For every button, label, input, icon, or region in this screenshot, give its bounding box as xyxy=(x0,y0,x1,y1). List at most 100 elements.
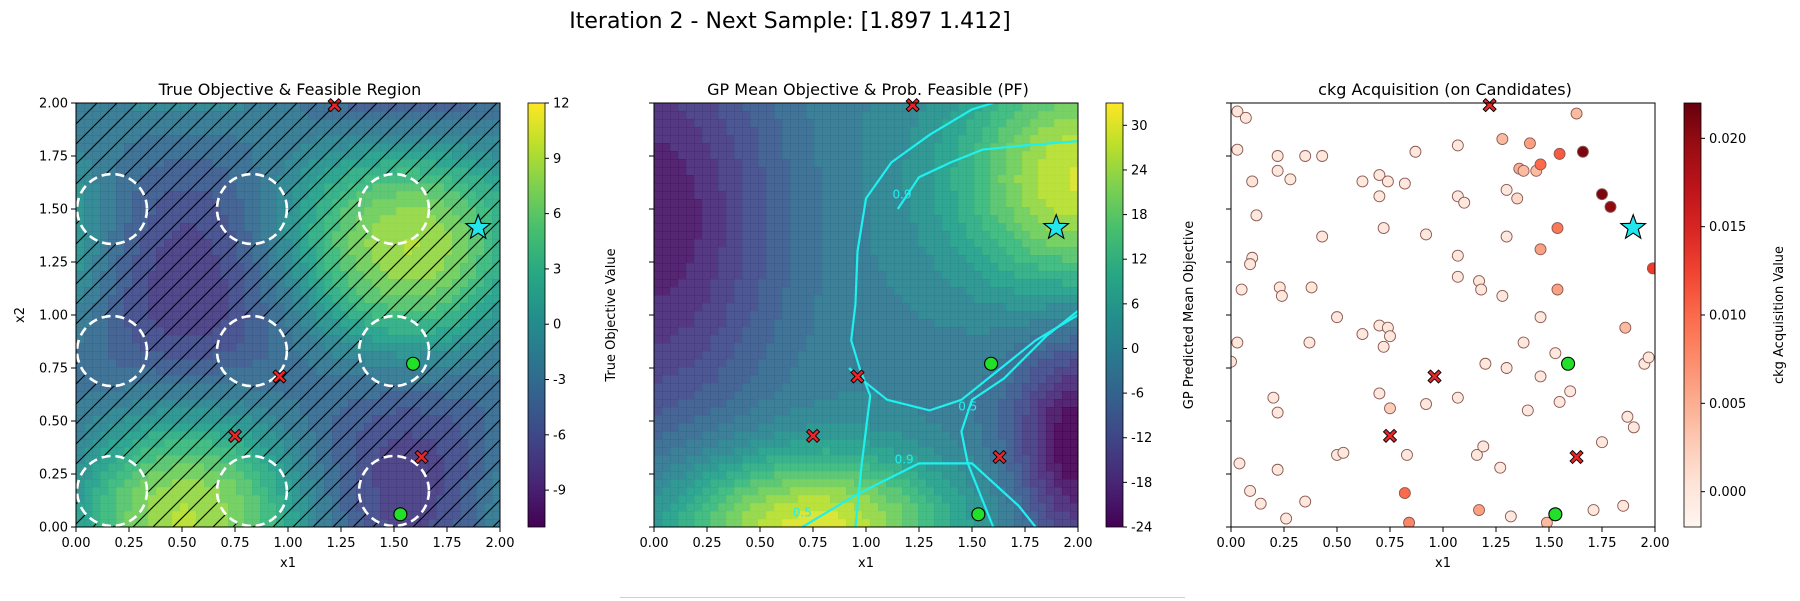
candidate-point xyxy=(1620,322,1631,333)
feasible-sample-marker xyxy=(394,508,407,521)
x-tick-label: 0.75 xyxy=(799,536,828,551)
candidate-point xyxy=(1317,231,1328,242)
colorbar-tick-label: 9 xyxy=(553,152,561,167)
candidate-point xyxy=(1452,271,1463,282)
x-tick-label: 1.50 xyxy=(380,536,409,551)
candidate-point xyxy=(1552,223,1563,234)
candidate-point xyxy=(1304,337,1315,348)
colorbar-tick-label: -6 xyxy=(1131,387,1144,402)
x-axis-label: x1 xyxy=(280,556,296,571)
candidate-point xyxy=(1272,151,1283,162)
candidate-point xyxy=(1518,337,1529,348)
x-tick-label: 0.00 xyxy=(640,536,669,551)
colorbar-tick-label: 0.005 xyxy=(1709,397,1746,412)
candidate-point xyxy=(1378,341,1389,352)
colorbar-tick-label: 0.010 xyxy=(1709,309,1746,324)
candidate-point xyxy=(1452,140,1463,151)
candidate-point xyxy=(1236,284,1247,295)
infeasible-sample-marker xyxy=(1384,429,1397,442)
infeasible-sample-marker xyxy=(1483,99,1496,112)
colorbar-tick-label: 0.000 xyxy=(1709,485,1746,500)
candidate-point xyxy=(1554,148,1565,159)
plot-area xyxy=(76,103,501,528)
x-tick-label: 0.50 xyxy=(168,536,197,551)
candidate-point xyxy=(1501,363,1512,374)
candidate-point xyxy=(1597,437,1608,448)
x-tick-label: 1.00 xyxy=(274,536,303,551)
x-tick-label: 0.25 xyxy=(115,536,144,551)
colorbar-gradient xyxy=(528,103,545,527)
colorbar-tick-label: -12 xyxy=(1131,431,1152,446)
candidate-point xyxy=(1399,178,1410,189)
candidate-point xyxy=(1554,396,1565,407)
candidate-point xyxy=(1306,282,1317,293)
candidate-point xyxy=(1385,331,1396,342)
candidate-point xyxy=(1399,488,1410,499)
feasible-sample-marker xyxy=(1562,357,1575,370)
x-tick-label: 1.25 xyxy=(905,536,934,551)
x-tick-label: 0.25 xyxy=(1270,536,1299,551)
x-tick-label: 1.75 xyxy=(1011,536,1040,551)
x-tick-label: 0.00 xyxy=(1217,536,1246,551)
candidate-point xyxy=(1272,165,1283,176)
horizontal-scrollbar[interactable] xyxy=(620,597,1185,601)
candidate-point xyxy=(1505,511,1516,522)
candidate-point xyxy=(1255,498,1266,509)
x-tick-label: 2.00 xyxy=(486,536,515,551)
colorbar-tick-label: 0 xyxy=(553,318,561,333)
candidate-point xyxy=(1401,449,1412,460)
candidate-point xyxy=(1535,312,1546,323)
candidate-point xyxy=(1232,337,1243,348)
y-tick-label: 1.50 xyxy=(39,203,68,218)
subplot-title: True Objective & Feasible Region xyxy=(158,80,422,99)
candidate-point xyxy=(1374,388,1385,399)
x-tick-label: 1.00 xyxy=(1429,536,1458,551)
x-tick-label: 0.50 xyxy=(1323,536,1352,551)
candidate-point xyxy=(1268,392,1279,403)
candidate-point xyxy=(1317,151,1328,162)
candidate-point xyxy=(1232,144,1243,155)
x-axis-label: x1 xyxy=(858,556,874,571)
x-tick-label: 1.75 xyxy=(1588,536,1617,551)
colorbar-tick-label: -9 xyxy=(553,484,566,499)
candidate-point xyxy=(1478,441,1489,452)
x-tick-label: 1.25 xyxy=(1482,536,1511,551)
candidate-point xyxy=(1501,184,1512,195)
colorbar-gradient xyxy=(1684,103,1701,527)
feasible-sample-marker xyxy=(972,508,985,521)
pf-contour-label: 0.5 xyxy=(958,399,977,413)
feasible-sample-marker xyxy=(407,357,420,370)
candidate-point xyxy=(1459,197,1470,208)
y-tick-label: 0.00 xyxy=(39,521,68,536)
subplot-title: ckg Acquisition (on Candidates) xyxy=(1318,80,1572,99)
candidate-point xyxy=(1410,146,1421,157)
colorbar-tick-label: 30 xyxy=(1131,119,1148,134)
colorbar-tick-label: 24 xyxy=(1131,163,1148,178)
candidate-point xyxy=(1550,348,1561,359)
colorbar-tick-label: -18 xyxy=(1131,476,1152,491)
colorbar-tick-label: 12 xyxy=(1131,253,1148,268)
candidate-point xyxy=(1245,259,1256,270)
x-tick-label: 0.00 xyxy=(62,536,91,551)
y-tick-label: 1.00 xyxy=(39,309,68,324)
next-sample-star xyxy=(1621,215,1646,239)
candidate-point xyxy=(1552,284,1563,295)
candidate-point xyxy=(1535,371,1546,382)
candidate-point xyxy=(1605,201,1616,212)
candidate-point xyxy=(1474,505,1485,516)
x-tick-label: 2.00 xyxy=(1641,536,1670,551)
y-axis-label: x2 xyxy=(13,307,28,323)
candidate-point xyxy=(1571,108,1582,119)
pf-contour-label: 0.9 xyxy=(895,452,914,466)
candidate-point xyxy=(1382,176,1393,187)
candidate-point xyxy=(1276,290,1287,301)
candidate-point xyxy=(1452,250,1463,261)
candidate-point xyxy=(1338,447,1349,458)
figure-suptitle: Iteration 2 - Next Sample: [1.897 1.412] xyxy=(569,9,1011,34)
candidate-point xyxy=(1378,223,1389,234)
colorbar-tick-label: 0.020 xyxy=(1709,132,1746,147)
feasible-sample-marker xyxy=(985,357,998,370)
